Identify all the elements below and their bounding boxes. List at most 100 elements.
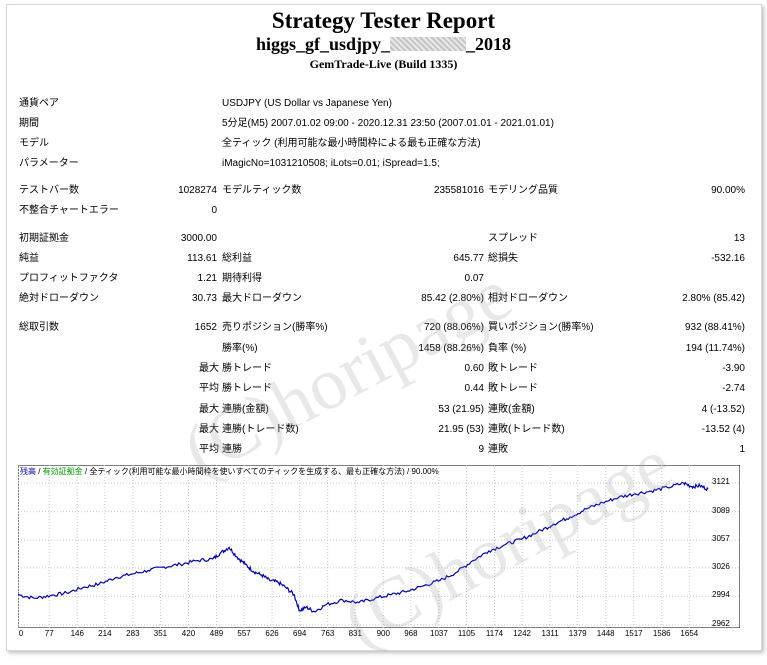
chart-border: [18, 465, 740, 628]
largest-loss-label: 敗トレード: [488, 363, 538, 374]
balance-line: [18, 481, 709, 613]
prefix-avg: 平均: [199, 383, 219, 394]
short-value: 720 (88.06%): [423, 322, 484, 333]
info-label: パラメーター: [19, 158, 79, 169]
x-tick-label: 968: [404, 629, 418, 638]
largest-win-label: 勝トレード: [222, 363, 272, 374]
x-tick-label: 1517: [624, 629, 643, 638]
x-tick-label: 1654: [680, 629, 699, 638]
max-consec-win-cnt-value: 21.95 (53): [438, 424, 484, 435]
avg-win-value: 0.44: [464, 383, 484, 394]
avg-consec-win-label: 連勝: [222, 444, 242, 455]
win-rate-label: 勝率(%): [222, 343, 258, 354]
info-value: iMagicNo=1031210508; iLots=0.01; iSpread…: [222, 158, 440, 169]
x-tick-label: 1242: [513, 629, 531, 638]
avg-win-label: 勝トレード: [222, 383, 272, 394]
legend-quality: 90.00%: [411, 467, 439, 476]
spread-value: 13: [733, 233, 745, 244]
quality-value: 90.00%: [711, 185, 745, 196]
abs-dd-value: 30.73: [191, 293, 217, 304]
mismatch-value: 0: [211, 205, 217, 216]
x-tick-label: 694: [292, 629, 307, 638]
x-tick-label: 1037: [429, 629, 448, 638]
loss-rate-label: 負率 (%): [488, 343, 527, 354]
info-value: 全ティック (利用可能な最小時間枠による最も正確な方法): [222, 138, 481, 149]
total-trades-value: 1652: [194, 322, 217, 333]
y-tick-label: 2962: [712, 619, 730, 628]
y-tick-label: 2994: [712, 590, 730, 600]
x-tick-label: 1448: [596, 629, 615, 638]
y-tick-label: 3121: [712, 477, 730, 487]
max-consec-loss-cnt-value: -13.52 (4): [701, 424, 745, 435]
pf-label: プロフィットファクタ: [19, 273, 119, 284]
short-label: 売りポジション(勝率%): [222, 322, 328, 333]
info-label: モデル: [19, 138, 49, 149]
expected-value: 0.07: [464, 273, 484, 284]
net-label: 純益: [19, 253, 39, 264]
spread-label: スプレッド: [488, 233, 538, 244]
largest-loss-value: -3.90: [722, 363, 745, 374]
subtitle-right: _2018: [466, 34, 512, 54]
bars-value: 1028274: [178, 185, 217, 196]
avg-consec-loss-label: 連敗: [488, 444, 508, 455]
pf-value: 1.21: [197, 273, 217, 284]
info-label: 期間: [19, 118, 39, 129]
avg-consec-win-value: 9: [478, 444, 484, 455]
x-tick-label: 557: [237, 629, 251, 638]
max-consec-loss-cnt-label: 連敗(トレード数): [488, 424, 565, 435]
mismatch-label: 不整合チャートエラー: [19, 205, 119, 216]
max-consec-win-cnt-label: 連勝(トレード数): [222, 424, 299, 435]
abs-dd-label: 絶対ドローダウン: [19, 293, 99, 304]
report-subtitle: higgs_gf_usdjpy_ _2018: [0, 34, 767, 55]
server-name: GemTrade-Live (Build 1335): [309, 57, 458, 71]
info-value: USDJPY (US Dollar vs Japanese Yen): [222, 98, 392, 109]
x-axis-labels: 0 77 146 214 283 351 420 489 557 626 694 763 831 900 9…: [0, 629, 767, 641]
y-tick-label: 3057: [712, 534, 730, 544]
gross-loss-label: 総損失: [488, 253, 518, 264]
win-rate-value: 1458 (88.26%): [418, 343, 484, 354]
x-tick-label: 1586: [652, 629, 671, 638]
total-trades-label: 総取引数: [19, 322, 59, 333]
loss-rate-value: 194 (11.74%): [685, 343, 745, 354]
gross-profit-label: 総利益: [222, 253, 252, 264]
x-tick-label: 900: [376, 629, 390, 638]
y-tick-label: 3089: [712, 505, 730, 515]
avg-loss-value: -2.74: [722, 383, 745, 394]
max-dd-value: 85.42 (2.80%): [421, 293, 484, 304]
info-value: 5分足(M5) 2007.01.02 09:00 - 2020.12.31 23…: [222, 118, 554, 129]
balance-chart: [18, 465, 740, 628]
x-tick-label: 1311: [541, 629, 559, 638]
max-consec-loss-amt-label: 連敗(金額): [488, 404, 535, 415]
x-tick-label: 1379: [568, 629, 587, 638]
x-tick-label: 283: [126, 629, 140, 638]
max-dd-label: 最大ドローダウン: [222, 293, 302, 304]
x-tick-label: 214: [98, 629, 112, 638]
gross-profit-value: 645.77: [453, 253, 484, 264]
largest-win-value: 0.60: [464, 363, 484, 374]
bars-label: テストバー数: [19, 185, 79, 196]
chart-grid: [18, 465, 740, 628]
long-label: 買いポジション(勝率%): [488, 322, 594, 333]
gross-loss-value: -532.16: [711, 253, 745, 264]
legend-sep: /: [82, 467, 90, 476]
max-consec-loss-amt-value: 4 (-13.52): [701, 404, 745, 415]
x-tick-label: 831: [348, 629, 362, 638]
ticks-value: 235581016: [433, 185, 484, 196]
legend-model: 全ティック(利用可能な最小時間枠を使いすべてのティックを生成する、最も正確な方法…: [89, 467, 405, 476]
prefix-avg: 平均: [199, 444, 219, 455]
legend-margin: 有効証拠金: [42, 467, 83, 476]
ticks-label: モデルティック数: [222, 185, 302, 196]
chart-series: [18, 481, 709, 613]
quality-label: モデリング品質: [488, 185, 558, 196]
expected-label: 期待利得: [222, 273, 262, 284]
report-title: Strategy Tester Report: [271, 8, 496, 33]
legend-balance: 残高: [20, 467, 36, 476]
legend-sep: /: [404, 467, 412, 476]
x-tick-label: 351: [153, 629, 168, 638]
avg-consec-loss-value: 1: [739, 444, 745, 455]
x-tick-label: 1174: [485, 629, 504, 638]
max-consec-win-amt-value: 53 (21.95): [438, 404, 484, 415]
rel-dd-value: 2.80% (85.42): [682, 293, 745, 304]
x-tick-label: 626: [265, 629, 279, 638]
subtitle-left: higgs_gf_usdjpy_: [255, 34, 391, 54]
